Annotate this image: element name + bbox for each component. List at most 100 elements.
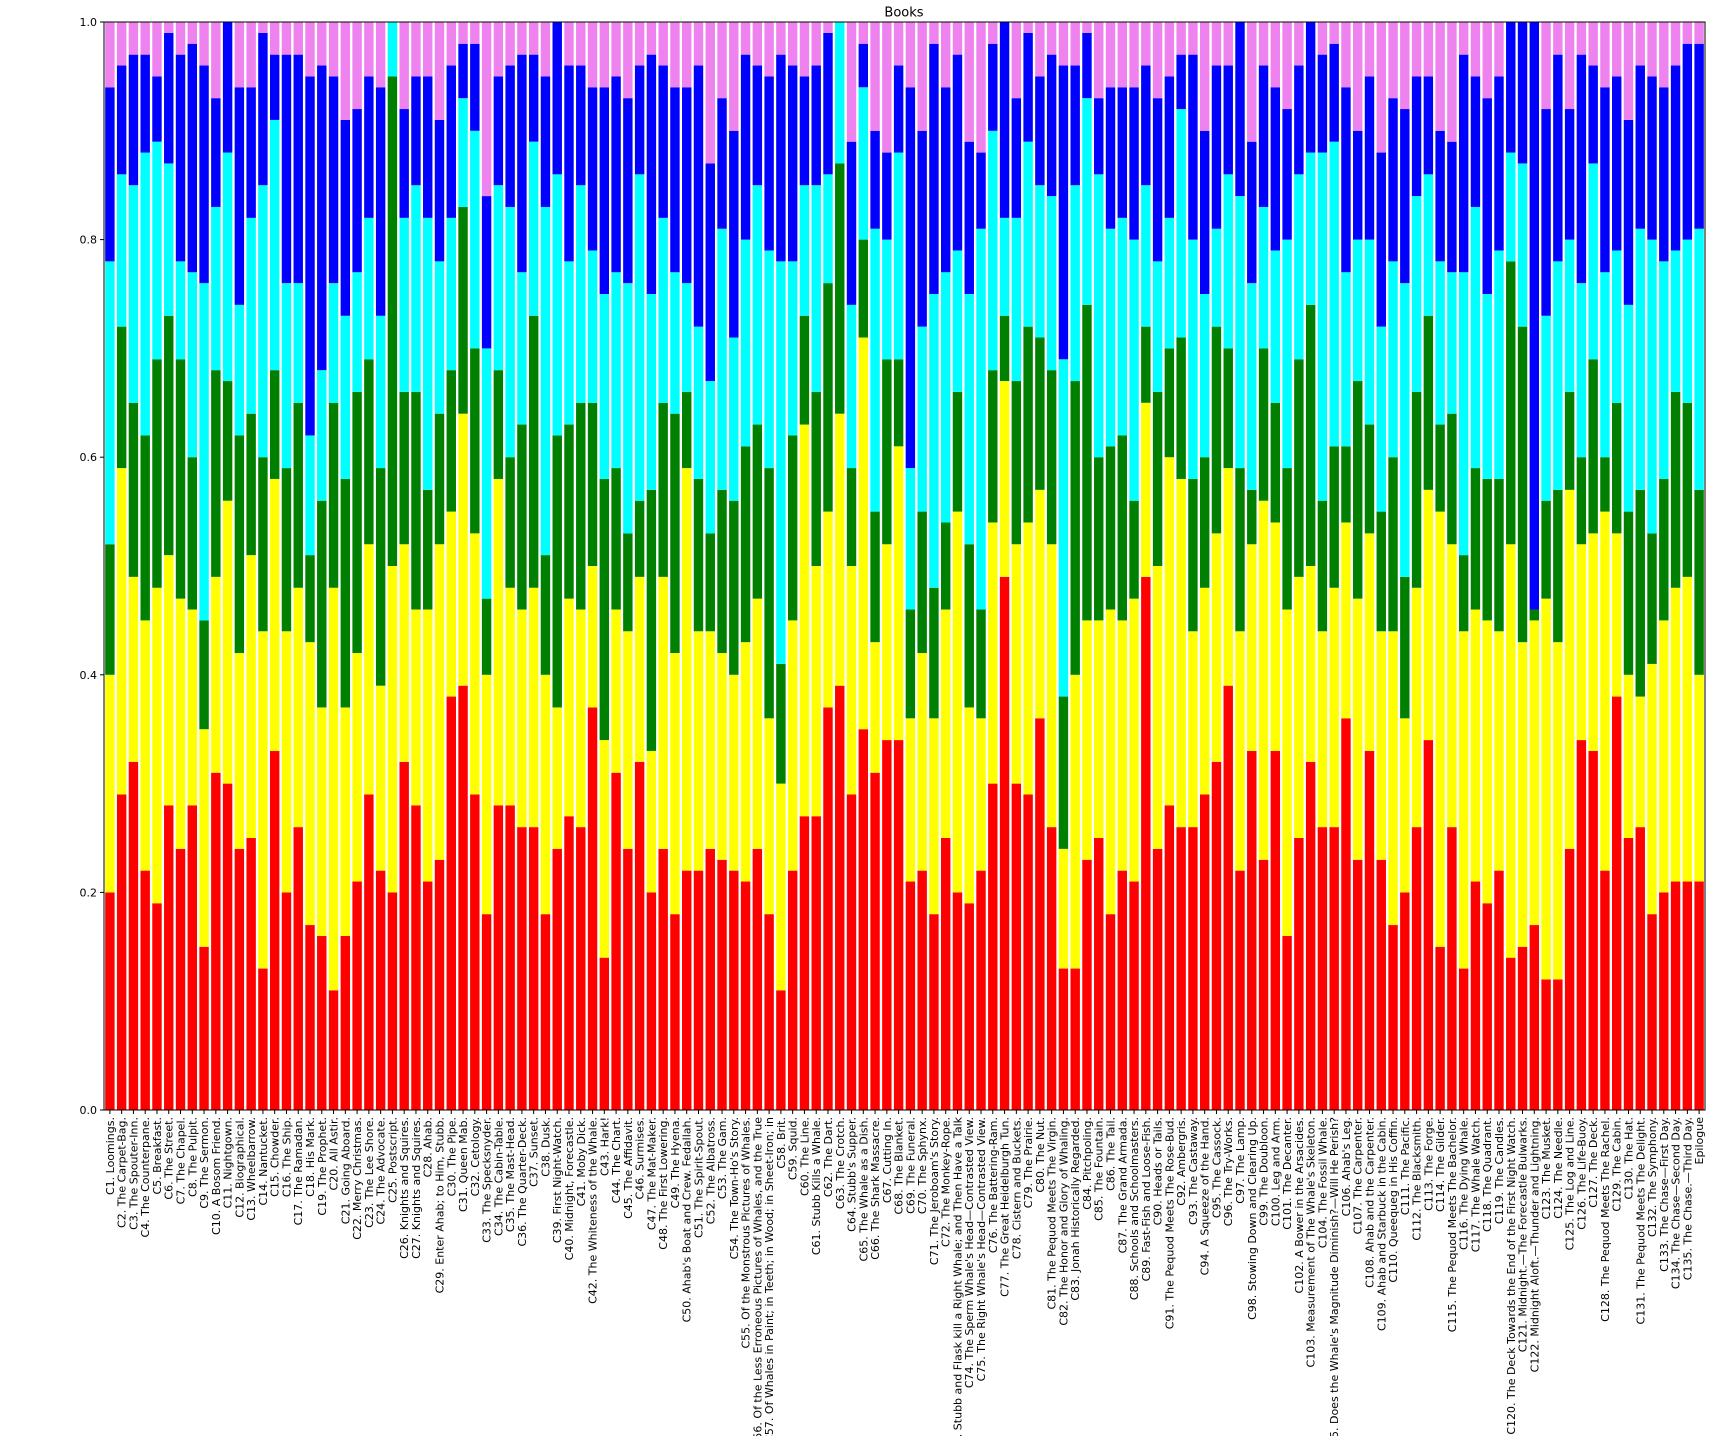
bar-segment <box>1058 696 1069 849</box>
bar-segment <box>1035 185 1045 338</box>
bar-segment <box>1058 22 1069 66</box>
bar-segment <box>799 816 810 1110</box>
bar-segment <box>317 935 327 1110</box>
bar-segment <box>1282 22 1292 110</box>
bar-segment <box>116 22 127 66</box>
bar-segment <box>1541 22 1551 110</box>
bar-segment <box>1317 631 1328 828</box>
bar-segment <box>364 794 374 1110</box>
bar-segment <box>187 272 197 458</box>
bar-segment <box>505 65 515 207</box>
bar-segment <box>340 935 351 1110</box>
bar-segment <box>552 174 562 436</box>
bar-segment <box>152 359 162 588</box>
x-tick-label: C73. Stubb and Flask kill a Right Whale;… <box>951 1116 964 1436</box>
bar-segment <box>199 283 209 621</box>
bar-segment <box>1117 22 1127 88</box>
bar-segment <box>128 761 139 1110</box>
bar-segment <box>811 816 821 1110</box>
bar-segment <box>1211 22 1222 66</box>
bar-segment <box>1670 250 1681 392</box>
bar-segment <box>846 566 857 795</box>
bar-segment <box>328 990 339 1110</box>
x-tick-label: C64. Stubb's Supper. <box>846 1117 859 1232</box>
bar-segment <box>1553 642 1563 980</box>
bar-segment <box>1294 838 1304 1110</box>
bar-segment <box>446 511 456 697</box>
bar-segment <box>893 446 904 741</box>
x-tick-label: C54. The Town-Ho's Story. <box>728 1117 741 1259</box>
bar-segment <box>1458 631 1469 969</box>
bar-segment <box>528 141 539 316</box>
bar-segment <box>1576 457 1587 545</box>
bar-segment <box>599 294 610 479</box>
bar-segment <box>375 22 386 88</box>
bar-segment <box>1458 555 1469 632</box>
x-tick-label: C108. Ahab and the Carpenter. <box>1363 1117 1376 1288</box>
bar-segment <box>776 663 786 784</box>
bar-segment <box>1211 228 1222 327</box>
bar-segment <box>1376 859 1386 1110</box>
bar-segment <box>1670 587 1681 882</box>
bar-segment <box>364 359 374 545</box>
bar-segment <box>1506 957 1516 1110</box>
bar-segment <box>1435 424 1445 512</box>
bar-segment <box>1400 22 1410 110</box>
bar-segment <box>258 185 268 458</box>
bar-segment <box>175 848 186 1110</box>
bar-segment <box>399 22 409 110</box>
bar-segment <box>1188 54 1198 240</box>
chart-title: Books <box>884 6 923 21</box>
bar-segment <box>387 22 398 77</box>
bar-segment <box>1164 805 1175 1110</box>
bar-segment <box>164 163 174 316</box>
bar-segment <box>411 22 421 77</box>
bar-segment <box>1517 163 1528 327</box>
bar-segment <box>1011 783 1022 1110</box>
x-tick-label: C32. Cetology. <box>469 1117 482 1196</box>
bar-segment <box>729 22 739 131</box>
bar-segment <box>1199 457 1210 588</box>
bar-segment <box>293 283 303 403</box>
bar-segment <box>399 544 409 762</box>
bar-segment <box>835 685 845 1110</box>
bar-segment <box>1164 217 1175 349</box>
bar-segment <box>305 555 315 643</box>
bar-segment <box>1482 478 1492 621</box>
bar-segment <box>1435 130 1445 262</box>
bar-segment <box>611 468 621 610</box>
bar-segment <box>752 65 763 186</box>
bar-segment <box>340 119 351 316</box>
bar-segment <box>952 22 963 55</box>
bar-segment <box>599 87 610 294</box>
bar-segment <box>1046 54 1057 197</box>
bar-segment <box>693 478 704 632</box>
bar-segment <box>481 598 492 675</box>
bar-segment <box>481 196 492 349</box>
bar-segment <box>1541 315 1551 501</box>
bar-segment <box>611 272 621 469</box>
bar-segment <box>1588 750 1598 1110</box>
x-tick-label: C123. The Musket. <box>1540 1117 1553 1219</box>
bar-segment <box>352 653 362 882</box>
bar-segment <box>705 533 715 632</box>
bar-segment <box>1141 185 1151 327</box>
x-tick-label: C49. The Hyena. <box>669 1117 682 1208</box>
bar-segment <box>1117 217 1127 436</box>
x-tick-label: C89. Fast-Fish and Loose-Fish. <box>1140 1117 1153 1281</box>
bar-segment <box>952 892 963 1110</box>
bar-segment <box>1046 370 1057 545</box>
bar-segment <box>1400 283 1410 577</box>
x-tick-label: C45. The Affidavit. <box>622 1117 635 1219</box>
bar-segment <box>752 185 763 425</box>
x-tick-label: C110. Queequeg in His Coffin. <box>1387 1117 1400 1283</box>
bar-segment <box>1612 22 1622 77</box>
bar-segment <box>929 718 939 915</box>
bar-segment <box>1400 576 1410 719</box>
bar-segment <box>199 620 209 730</box>
bar-segment <box>787 870 798 1110</box>
bar-segment <box>1612 696 1622 1110</box>
bar-segment <box>658 65 668 218</box>
bar-segment <box>882 740 892 1110</box>
bar-segment <box>1541 109 1551 316</box>
